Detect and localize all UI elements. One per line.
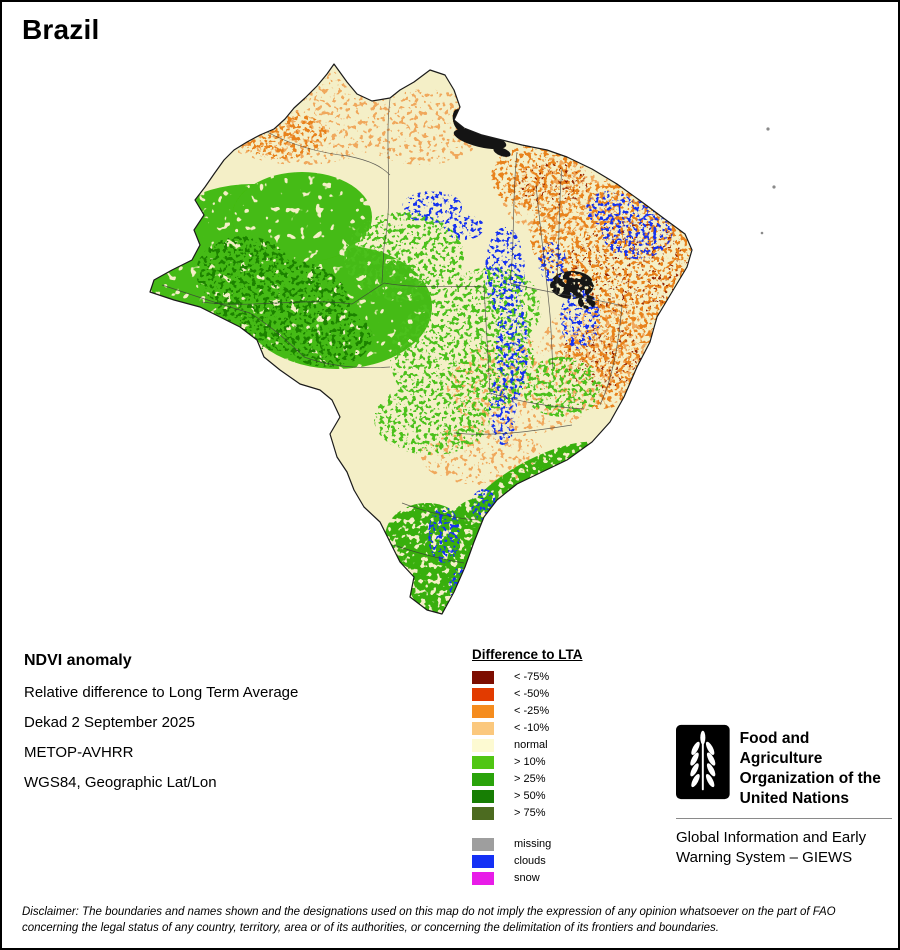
legend-item: < -10% xyxy=(472,722,583,735)
legend-item: > 75% xyxy=(472,807,583,820)
ndvi-raster xyxy=(150,64,692,614)
legend-swatch xyxy=(472,872,494,885)
legend-item: > 50% xyxy=(472,790,583,803)
legend-item: < -50% xyxy=(472,688,583,701)
legend-label: normal xyxy=(514,739,548,751)
page-title: Brazil xyxy=(22,14,100,45)
fao-block: Food and Agriculture Organization of the… xyxy=(676,724,892,868)
legend-item: clouds xyxy=(472,855,583,868)
legend-label: > 25% xyxy=(514,773,546,785)
legend-gap xyxy=(472,824,583,838)
fao-name-line: Food and Agriculture xyxy=(739,730,823,767)
legend-swatch xyxy=(472,838,494,851)
legend-item: > 25% xyxy=(472,773,583,786)
state-borders xyxy=(161,98,623,564)
info-line-dekad: Dekad 2 September 2025 xyxy=(24,714,195,731)
legend-label: < -50% xyxy=(514,688,550,700)
legend-swatch xyxy=(472,807,494,820)
info-line-projection: WGS84, Geographic Lat/Lon xyxy=(24,774,217,791)
legend-item: normal xyxy=(472,739,583,752)
legend-title: Difference to LTA xyxy=(472,647,583,662)
legend-item: < -75% xyxy=(472,671,583,684)
legend-swatch xyxy=(472,671,494,684)
legend-item: missing xyxy=(472,838,583,851)
legend-label: snow xyxy=(514,872,540,884)
legend-label: < -10% xyxy=(514,722,550,734)
brazil-map-svg xyxy=(149,63,776,615)
no-data-inland-patch xyxy=(550,271,596,309)
dark-green-core xyxy=(196,236,372,367)
legend: Difference to LTA < -75% < -50% < -25% <… xyxy=(472,647,583,889)
fao-name-line: United Nations xyxy=(739,790,850,807)
fao-giews-divider xyxy=(676,818,892,819)
country-border xyxy=(149,63,693,615)
fao-logo-icon xyxy=(676,724,730,800)
legend-label: < -25% xyxy=(514,705,550,717)
legend-label: clouds xyxy=(514,855,546,867)
giews-line: Warning System – GIEWS xyxy=(676,849,853,866)
legend-item: snow xyxy=(472,872,583,885)
info-heading: NDVI anomaly xyxy=(24,652,132,669)
legend-swatch xyxy=(472,790,494,803)
brazil-ndvi-map xyxy=(132,57,802,632)
island-dots xyxy=(760,127,776,235)
legend-label: < -75% xyxy=(514,671,550,683)
giews-name: Global Information and Early Warning Sys… xyxy=(676,828,892,868)
info-line-product: Relative difference to Long Term Average xyxy=(24,684,299,701)
legend-swatch xyxy=(472,705,494,718)
disclaimer-line: Disclaimer: The boundaries and names sho… xyxy=(22,906,836,918)
legend-label: > 10% xyxy=(514,756,546,768)
legend-swatch xyxy=(472,773,494,786)
fao-logo-row: Food and Agriculture Organization of the… xyxy=(676,724,892,809)
legend-item: > 10% xyxy=(472,756,583,769)
legend-label: > 75% xyxy=(514,807,546,819)
legend-item: < -25% xyxy=(472,705,583,718)
legend-label: > 50% xyxy=(514,790,546,802)
legend-swatch xyxy=(472,688,494,701)
disclaimer-line: concerning the legal status of any count… xyxy=(22,921,719,934)
info-line-sensor: METOP-AVHRR xyxy=(24,744,134,761)
giews-line: Global Information and Early xyxy=(676,829,867,846)
legend-swatch xyxy=(472,722,494,735)
fao-name: Food and Agriculture Organization of the… xyxy=(740,724,892,809)
map-info-block: NDVI anomaly Relative difference to Long… xyxy=(24,652,298,804)
legend-swatch xyxy=(472,855,494,868)
legend-swatch xyxy=(472,739,494,752)
disclaimer: Disclaimer: The boundaries and names sho… xyxy=(22,905,886,936)
fao-name-line: Organization of the xyxy=(739,770,881,787)
legend-swatch xyxy=(472,756,494,769)
legend-label: missing xyxy=(514,838,552,850)
